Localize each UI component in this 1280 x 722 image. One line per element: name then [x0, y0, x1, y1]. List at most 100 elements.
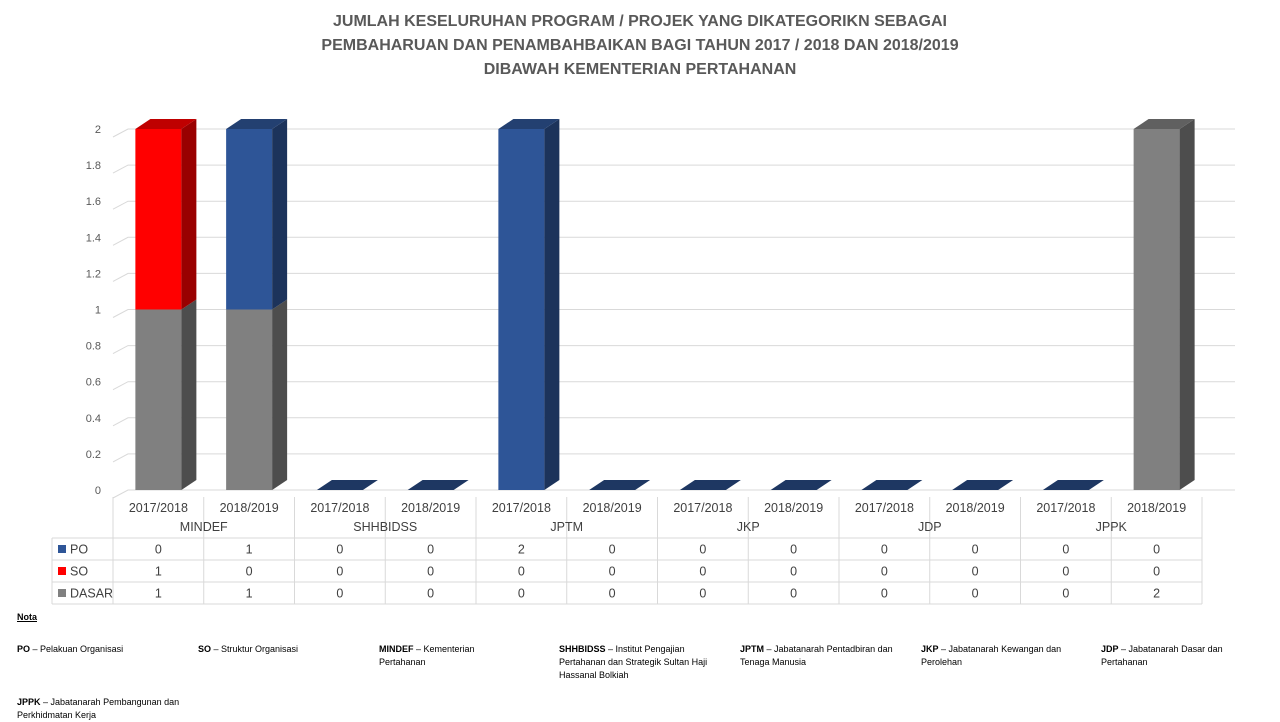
bar-top-cap — [407, 480, 469, 490]
gridline — [112, 128, 1235, 138]
note-abbr: SHHBIDSS — [559, 644, 606, 654]
table-cell-value: 0 — [1153, 565, 1160, 579]
note-abbr: PO — [17, 644, 31, 654]
gridline — [112, 453, 1235, 463]
chart-title-line-3: DIBAWAH KEMENTERIAN PERTAHANAN — [483, 61, 797, 78]
bar-top-cap — [135, 119, 197, 129]
x-category-label: 2018/2019 — [946, 501, 1005, 515]
chart-title: JUMLAH KESELURUHAN PROGRAM / PROJEK YANG… — [0, 10, 1280, 82]
bar-segment-dasar — [1133, 129, 1180, 490]
table-cell-value: 0 — [609, 543, 616, 557]
bar-segment-dasar — [226, 309, 273, 490]
bar-side-po — [272, 119, 288, 310]
gridline — [112, 236, 1235, 246]
table-cell-value: 2 — [1153, 587, 1160, 601]
table-cell-value: 0 — [699, 587, 706, 601]
table-cell-value: 0 — [1062, 543, 1069, 557]
chart-title-line-2: PEMBAHARUAN DAN PENAMBAHBAIKAN BAGI TAHU… — [321, 37, 959, 54]
notes-heading: Nota — [17, 612, 37, 622]
note-text: – Struktur Organisasi — [211, 644, 299, 654]
bar-top-cap — [1042, 480, 1104, 490]
note-jkp: JKP – Jabatanarah Kewangan dan Perolehan — [921, 643, 1086, 669]
bar-side-dasar — [1179, 119, 1195, 490]
legend-swatch-dasar — [58, 589, 66, 597]
y-tick-label: 0.6 — [86, 377, 101, 389]
note-jptm: JPTM – Jabatanarah Pentadbiran dan Tenag… — [740, 643, 905, 669]
x-group-label: JDP — [918, 520, 942, 534]
x-category-label: 2018/2019 — [220, 501, 279, 515]
bar-segment-so — [135, 129, 182, 310]
note-text: – Jabatanarah Dasar dan Pertahanan — [1101, 644, 1223, 667]
x-group-label: JKP — [737, 520, 760, 534]
table-cell-value: 0 — [790, 587, 797, 601]
note-po: PO – Pelakuan Organisasi — [17, 643, 187, 656]
bar-top-cap — [770, 480, 832, 490]
x-category-label: 2018/2019 — [1127, 501, 1186, 515]
x-group-label: SHHBIDSS — [353, 520, 417, 534]
note-abbr: JPTM — [740, 644, 765, 654]
table-cell-value: 0 — [881, 565, 888, 579]
note-shhbidss: SHHBIDSS – Institut Pengajian Pertahanan… — [559, 643, 719, 682]
table-cell-value: 0 — [972, 587, 979, 601]
x-category-label: 2018/2019 — [401, 501, 460, 515]
table-cell-value: 0 — [336, 587, 343, 601]
note-text: – Jabatanarah Pembangunan dan Perkhidmat… — [17, 697, 180, 720]
table-cell-value: 0 — [246, 565, 253, 579]
y-tick-label: 1.6 — [86, 196, 101, 208]
y-tick-label: 0.8 — [86, 341, 101, 353]
bar-side-dasar — [181, 299, 197, 490]
table-cell-value: 0 — [1062, 565, 1069, 579]
table-cell-value: 0 — [427, 565, 434, 579]
bar-segment-po — [226, 129, 273, 310]
y-tick-label: 1.4 — [86, 232, 101, 244]
gridline — [112, 164, 1235, 174]
table-cell-value: 0 — [972, 565, 979, 579]
bar-side-so — [181, 119, 197, 310]
y-tick-label: 2 — [95, 124, 101, 136]
chart-title-line-1: JUMLAH KESELURUHAN PROGRAM / PROJEK YANG… — [333, 13, 947, 30]
note-text: – Pelakuan Organisasi — [30, 644, 124, 654]
gridline — [112, 309, 1235, 318]
bar-side-dasar — [272, 299, 288, 490]
bar-segment-dasar — [135, 309, 182, 490]
x-group-label: JPPK — [1096, 520, 1128, 534]
y-tick-label: 1 — [95, 305, 101, 317]
gridline — [112, 489, 1235, 499]
table-cell-value: 0 — [1062, 587, 1069, 601]
table-cell-value: 0 — [518, 587, 525, 601]
table-cell-value: 0 — [336, 543, 343, 557]
x-group-label: JPTM — [550, 520, 583, 534]
table-cell-value: 0 — [699, 543, 706, 557]
table-cell-value: 1 — [246, 587, 253, 601]
bar-top-cap — [861, 480, 923, 490]
gridline — [112, 200, 1235, 210]
note-abbr: SO — [198, 644, 212, 654]
legend-label-dasar: DASAR — [70, 587, 113, 601]
x-category-label: 2017/2018 — [310, 501, 369, 515]
x-category-label: 2017/2018 — [673, 501, 732, 515]
table-cell-value: 0 — [336, 565, 343, 579]
bar-segment-po — [498, 129, 545, 490]
table-cell-value: 0 — [518, 565, 525, 579]
y-tick-label: 0.4 — [86, 413, 101, 425]
y-tick-label: 1.8 — [86, 160, 101, 172]
table-cell-value: 0 — [155, 543, 162, 557]
bar-side-po — [544, 119, 560, 490]
bar-top-cap — [952, 480, 1014, 490]
legend-label-so: SO — [70, 565, 88, 579]
note-abbr: JDP — [1101, 644, 1119, 654]
note-mindef: MINDEF – Kementerian Pertahanan — [379, 643, 504, 669]
legend-label-po: PO — [70, 543, 88, 557]
x-category-label: 2017/2018 — [492, 501, 551, 515]
bar-top-cap — [226, 119, 288, 129]
x-category-label: 2017/2018 — [1036, 501, 1095, 515]
x-group-label: MINDEF — [180, 520, 228, 534]
note-jppk: JPPK – Jabatanarah Pembangunan dan Perkh… — [17, 696, 192, 722]
table-cell-value: 0 — [1153, 543, 1160, 557]
note-abbr: JKP — [921, 644, 939, 654]
table-cell-value: 0 — [427, 543, 434, 557]
note-text: – Kementerian Pertahanan — [379, 644, 475, 667]
table-cell-value: 0 — [972, 543, 979, 557]
table-cell-value: 1 — [155, 565, 162, 579]
